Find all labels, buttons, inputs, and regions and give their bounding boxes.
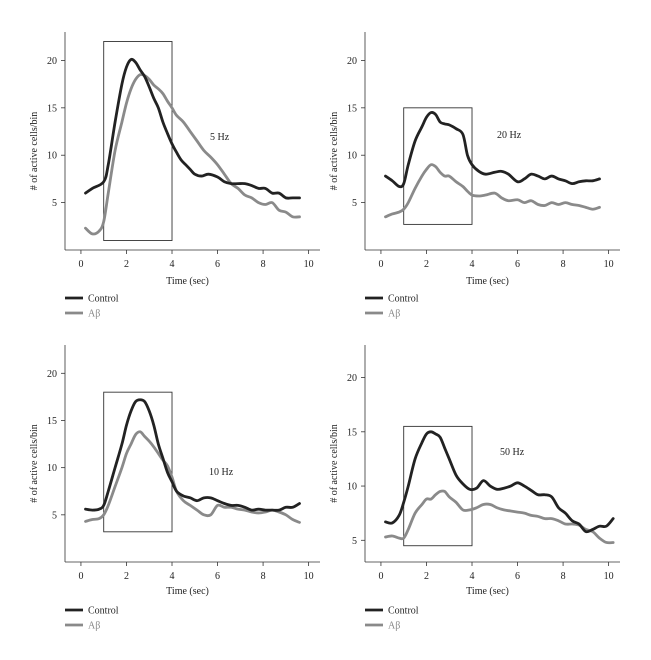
series-line-control bbox=[84, 398, 301, 512]
legend-label-abeta: Aβ bbox=[88, 621, 100, 632]
x-tick-label: 0 bbox=[378, 259, 383, 270]
series-line-abeta bbox=[384, 163, 601, 219]
x-axis-title: Time (sec) bbox=[466, 586, 509, 597]
y-tick-label: 15 bbox=[47, 103, 57, 114]
x-tick-label: 10 bbox=[604, 571, 614, 582]
y-tick-label: 15 bbox=[347, 427, 357, 438]
legend-label-abeta: Aβ bbox=[388, 621, 400, 632]
legend-label-abeta: Aβ bbox=[388, 309, 400, 320]
x-tick-label: 6 bbox=[215, 259, 220, 270]
stimulus-box bbox=[103, 391, 173, 533]
panel-4: 0 2 4 6 8 10 5 10 15 20 Time (sec) # of active cell… bbox=[329, 345, 620, 632]
legend-label-abeta: Aβ bbox=[88, 309, 100, 320]
x-tick-label: 4 bbox=[170, 571, 175, 582]
y-tick-label: 10 bbox=[47, 463, 57, 474]
y-tick-label: 5 bbox=[352, 198, 357, 209]
x-tick-label: 2 bbox=[424, 571, 429, 582]
frequency-annotation: 50 Hz bbox=[500, 447, 525, 458]
y-tick-label: 10 bbox=[347, 151, 357, 162]
legend-label-control: Control bbox=[388, 606, 419, 617]
x-axis-title: Time (sec) bbox=[166, 276, 209, 287]
x-tick-label: 8 bbox=[261, 571, 266, 582]
series-line-control bbox=[384, 430, 615, 534]
x-tick-label: 2 bbox=[124, 259, 129, 270]
panel-1: 0 2 4 6 8 10 5 10 15 20 Time (sec) # of active cell… bbox=[29, 32, 320, 320]
frequency-annotation: 5 Hz bbox=[210, 132, 230, 143]
y-tick-label: 20 bbox=[347, 56, 357, 67]
x-tick-label: 10 bbox=[304, 259, 314, 270]
frequency-annotation: 10 Hz bbox=[209, 467, 234, 478]
y-tick-label: 20 bbox=[47, 56, 57, 67]
x-tick-label: 6 bbox=[215, 571, 220, 582]
stimulus-box bbox=[403, 107, 473, 225]
frequency-annotation: 20 Hz bbox=[497, 130, 522, 141]
y-tick-label: 5 bbox=[352, 536, 357, 547]
stimulus-box bbox=[103, 41, 173, 241]
legend-label-control: Control bbox=[388, 294, 419, 305]
x-axis-title: Time (sec) bbox=[166, 586, 209, 597]
y-tick-label: 10 bbox=[347, 482, 357, 493]
series-line-abeta bbox=[84, 73, 301, 236]
x-tick-label: 0 bbox=[78, 259, 83, 270]
y-tick-label: 15 bbox=[47, 416, 57, 427]
y-tick-label: 20 bbox=[47, 369, 57, 380]
x-tick-label: 10 bbox=[304, 571, 314, 582]
x-tick-label: 10 bbox=[604, 259, 614, 270]
x-tick-label: 4 bbox=[170, 259, 175, 270]
series-line-abeta bbox=[384, 489, 615, 545]
x-tick-label: 0 bbox=[378, 571, 383, 582]
series-line-control bbox=[384, 111, 601, 189]
x-tick-label: 2 bbox=[124, 571, 129, 582]
x-tick-label: 8 bbox=[561, 259, 566, 270]
y-axis-title: # of active cells/bin bbox=[29, 112, 40, 191]
y-tick-label: 10 bbox=[47, 151, 57, 162]
x-tick-label: 4 bbox=[470, 259, 475, 270]
legend-label-control: Control bbox=[88, 294, 119, 305]
stimulus-box bbox=[403, 425, 473, 547]
y-tick-label: 15 bbox=[347, 103, 357, 114]
y-axis-title: # of active cells/bin bbox=[29, 424, 40, 503]
x-tick-label: 6 bbox=[515, 259, 520, 270]
y-tick-label: 5 bbox=[52, 510, 57, 521]
panel-2: 0 2 4 6 8 10 5 10 15 20 Time (sec) # of active cell… bbox=[329, 32, 620, 320]
x-tick-label: 8 bbox=[261, 259, 266, 270]
x-axis-title: Time (sec) bbox=[466, 276, 509, 287]
y-axis-title: # of active cells/bin bbox=[329, 424, 340, 503]
y-tick-label: 5 bbox=[52, 198, 57, 209]
x-tick-label: 8 bbox=[561, 571, 566, 582]
series-line-control bbox=[84, 57, 301, 200]
legend-label-control: Control bbox=[88, 606, 119, 617]
x-tick-label: 0 bbox=[78, 571, 83, 582]
x-tick-label: 2 bbox=[424, 259, 429, 270]
panel-3: 0 2 4 6 8 10 5 10 15 20 Time (sec) # of active cell… bbox=[29, 345, 320, 632]
x-tick-label: 4 bbox=[470, 571, 475, 582]
y-axis-title: # of active cells/bin bbox=[329, 112, 340, 191]
y-tick-label: 20 bbox=[347, 373, 357, 384]
x-tick-label: 6 bbox=[515, 571, 520, 582]
